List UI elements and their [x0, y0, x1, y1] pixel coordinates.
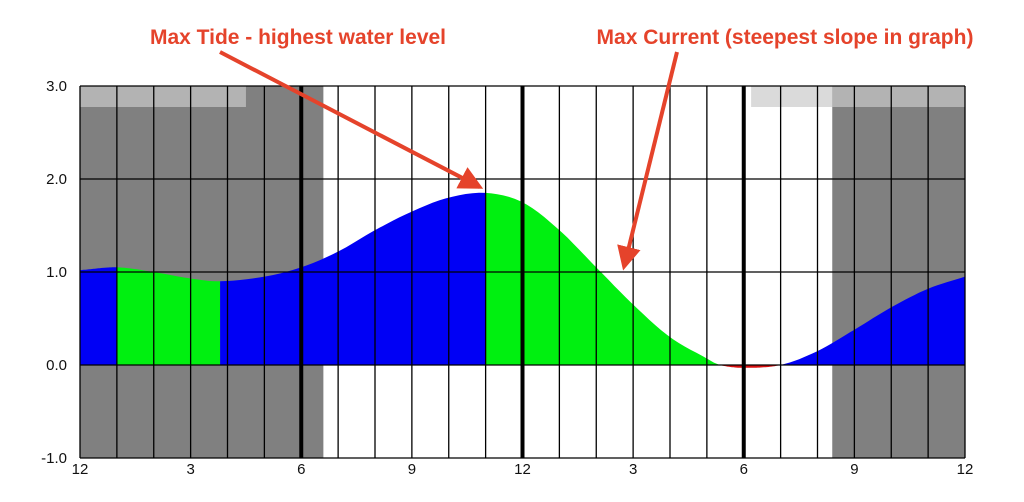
x-tick-label: 12 [72, 461, 89, 478]
annotation-arrow [617, 51, 679, 271]
y-tick-label: 3.0 [46, 78, 67, 95]
tide-area-segment [780, 276, 965, 365]
light-band [80, 86, 246, 107]
y-tick-label: 1.0 [46, 264, 67, 281]
y-tick-label: -1.0 [41, 450, 67, 467]
y-tick-label: 2.0 [46, 171, 67, 188]
tide-area-segment [116, 267, 221, 365]
light-band [832, 86, 965, 107]
x-tick-label: 9 [408, 461, 416, 478]
annotation-label: Max Tide - highest water level [150, 26, 446, 49]
x-tick-label: 12 [957, 461, 974, 478]
tide-area-segment [220, 192, 486, 365]
light-band [751, 86, 833, 107]
x-tick-label: 6 [740, 461, 748, 478]
y-tick-label: 0.0 [46, 357, 67, 374]
annotation-label: Max Current (steepest slope in graph) [597, 26, 974, 49]
tide-area-segment [719, 365, 781, 368]
tide-area-segment [485, 192, 720, 365]
x-tick-label: 9 [850, 461, 858, 478]
tide-area-segment [80, 267, 117, 365]
annotation-arrow [219, 50, 484, 189]
x-tick-label: 12 [514, 461, 531, 478]
x-tick-label: 3 [186, 461, 194, 478]
x-tick-label: 3 [629, 461, 637, 478]
x-tick-label: 6 [297, 461, 305, 478]
